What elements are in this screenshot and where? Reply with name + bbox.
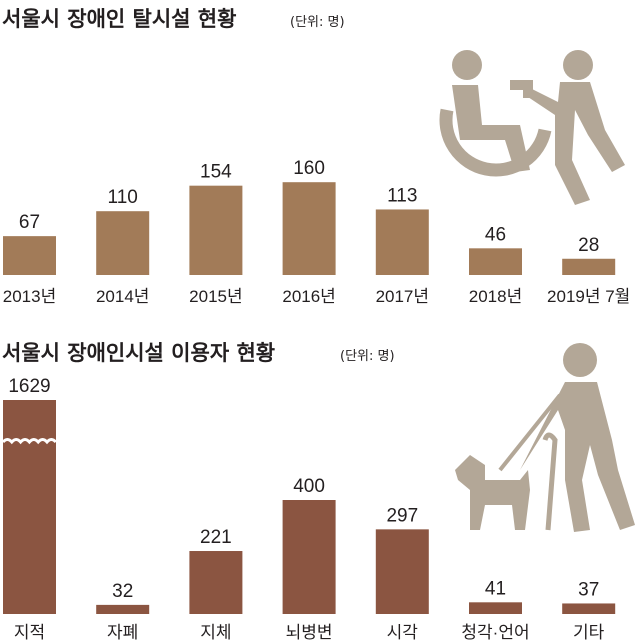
chart1-title: 서울시 장애인 탈시설 현황 <box>2 7 236 31</box>
chart1-bar <box>282 182 336 275</box>
guide-dog-icon <box>455 343 635 532</box>
chart2-bar <box>562 603 616 614</box>
wheelchair-assist-icon <box>439 50 625 205</box>
chart2-data-label: 1629 <box>8 376 50 397</box>
chart2-category-label: 지적 <box>14 623 45 642</box>
chart1-bar <box>562 258 616 275</box>
chart2-bar <box>3 400 56 614</box>
chart2-axis-break <box>1 438 57 445</box>
chart1-category-label: 2017년 <box>376 287 429 306</box>
chart1-data-label: 67 <box>19 212 40 233</box>
chart2-category-label: 시각 <box>387 623 419 642</box>
chart2-category-label: 지체 <box>200 623 231 642</box>
chart1-bar <box>189 185 243 275</box>
chart1-bar <box>96 211 150 275</box>
chart2-category-label: 기타 <box>573 623 605 642</box>
chart1-unit: (단위: 명) <box>290 15 345 30</box>
chart1-category-label: 2013년 <box>3 287 56 306</box>
chart2-bar <box>282 500 336 614</box>
chart1-bar <box>469 248 522 275</box>
chart1-data-label: 160 <box>293 158 325 179</box>
chart1-category-label: 2019년 7월 <box>547 287 630 306</box>
chart2-bar <box>189 551 243 614</box>
chart1-category-label: 2016년 <box>282 287 335 306</box>
chart1-category-label: 2015년 <box>189 287 242 306</box>
chart2-title: 서울시 장애인시설 이용자 현황 <box>2 341 275 365</box>
chart2-bar <box>469 602 522 614</box>
chart2-data-label: 297 <box>386 505 418 526</box>
chart2-category-label: 자폐 <box>107 623 138 642</box>
chart1-data-label: 113 <box>387 185 417 206</box>
chart2-data-label: 221 <box>200 527 232 548</box>
chart2-unit: (단위: 명) <box>340 349 395 364</box>
chart1-bar <box>375 209 429 275</box>
chart2-category-label: 청각·언어 <box>461 623 529 642</box>
chart1-category-label: 2018년 <box>469 287 522 306</box>
chart2-data-label: 37 <box>578 579 599 600</box>
chart1-bar <box>3 236 56 275</box>
chart1-data-label: 46 <box>485 224 506 245</box>
chart1-data-label: 154 <box>200 162 232 183</box>
chart2-bar <box>96 604 150 614</box>
chart2-bar <box>375 529 429 614</box>
chart2-data-label: 32 <box>112 581 133 602</box>
chart2-data-label: 400 <box>293 476 325 497</box>
chart2-category-label: 뇌병변 <box>286 623 333 642</box>
chart1-category-label: 2014년 <box>96 287 149 306</box>
chart1-data-label: 28 <box>578 235 599 256</box>
chart2-data-label: 41 <box>485 578 506 599</box>
chart1-data-label: 110 <box>108 187 138 208</box>
